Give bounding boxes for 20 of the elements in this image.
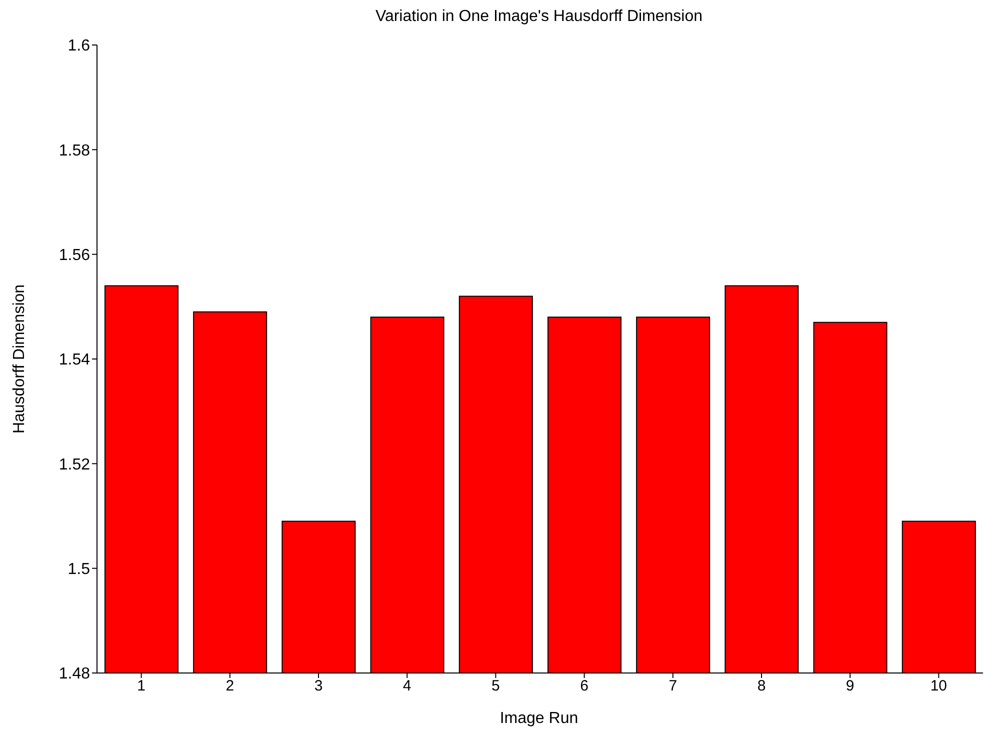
- x-tick-label: 8: [757, 678, 766, 695]
- y-tick-label: 1.52: [58, 456, 90, 474]
- x-tick-label: 5: [492, 678, 500, 695]
- x-tick-label: 4: [402, 678, 412, 695]
- y-tick-label: 1.58: [58, 142, 90, 160]
- y-tick-label: 1.56: [58, 247, 90, 264]
- x-tick-label: 9: [846, 678, 854, 695]
- y-tick-label: 1.48: [58, 666, 90, 683]
- y-tick-label: 1.5: [68, 561, 90, 578]
- y-axis-title: Hausdorff Dimension: [11, 284, 29, 434]
- x-tick-label: 10: [930, 678, 948, 695]
- y-tick-label: 1.6: [68, 38, 90, 55]
- chart-title: Variation in One Image's Hausdorff Dimension: [374, 8, 704, 26]
- x-tick-label: 1: [137, 678, 146, 695]
- y-tick-label: 1.54: [58, 352, 90, 369]
- x-tick-label: 6: [580, 678, 588, 695]
- x-axis-title: Image Run: [498, 710, 580, 728]
- x-tick-label: 3: [314, 678, 323, 695]
- x-tick-label: 2: [226, 678, 234, 695]
- x-tick-label: 7: [668, 678, 678, 695]
